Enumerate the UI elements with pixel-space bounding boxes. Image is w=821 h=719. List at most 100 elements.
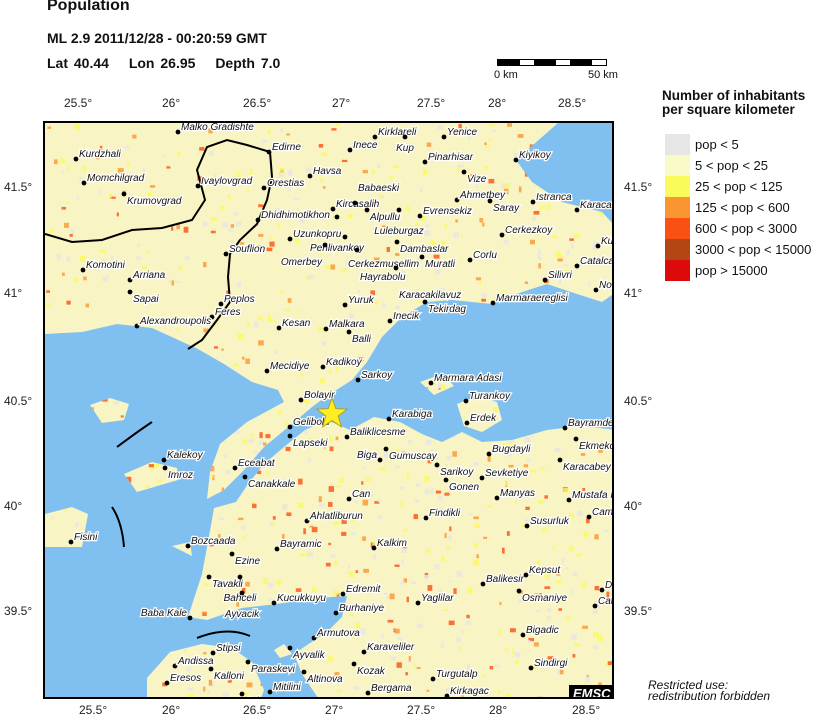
population-cell <box>381 633 384 639</box>
population-cell <box>437 260 444 264</box>
population-cell <box>137 243 140 247</box>
city-label: Havsa <box>313 166 342 177</box>
population-cell <box>558 279 562 284</box>
population-cell <box>504 481 508 486</box>
population-cell <box>606 591 610 598</box>
population-cell <box>231 242 236 248</box>
city-marker: Karabiga <box>386 408 434 422</box>
population-cell <box>330 264 336 270</box>
city-dot <box>467 257 473 263</box>
population-cell <box>359 184 365 189</box>
population-cell <box>418 299 422 303</box>
population-cell <box>268 319 275 322</box>
population-cell <box>574 643 581 647</box>
population-cell <box>528 639 531 644</box>
population-cell <box>175 280 181 283</box>
city-marker: Silivri <box>542 269 574 283</box>
population-cell <box>241 536 246 539</box>
city-dot <box>351 661 357 667</box>
city-dot <box>592 603 598 609</box>
population-cell <box>376 164 381 169</box>
city-dot <box>322 242 328 248</box>
population-cell <box>66 300 71 305</box>
population-cell <box>479 217 484 223</box>
city-label: Ahlatliburun <box>309 511 363 522</box>
population-cell <box>361 481 364 485</box>
city-dot <box>586 514 592 520</box>
population-cell <box>559 669 564 675</box>
city-dot <box>242 474 248 480</box>
population-cell <box>349 313 355 319</box>
population-cell <box>394 628 400 634</box>
city-label: Burhaniye <box>339 603 384 614</box>
population-cell <box>475 184 479 188</box>
city-marker: Bayramdere <box>562 417 612 431</box>
city-label: Kesan <box>282 318 311 329</box>
population-cell <box>405 672 408 676</box>
city-label: Balikesir <box>486 574 524 585</box>
city-marker: Babaeski <box>352 182 401 206</box>
city-dot <box>121 191 127 197</box>
population-cell <box>425 548 431 553</box>
city-label: Turankoy <box>469 391 511 402</box>
population-cell <box>64 507 67 511</box>
city-label: Gumuscay <box>389 451 438 462</box>
city-marker: Yenice <box>441 126 479 140</box>
city-dot <box>298 397 304 403</box>
population-cell <box>406 473 410 480</box>
city-label: Hayrabolu <box>360 272 406 283</box>
population-cell <box>378 218 385 222</box>
population-cell <box>335 436 339 441</box>
population-cell <box>508 437 515 444</box>
population-cell <box>208 679 213 686</box>
depth: Depth 7.0 <box>215 55 281 71</box>
city-marker: Bigadic <box>520 624 560 638</box>
population-map[interactable]: Malko Gradishte Kurdzhali Momchilgrad Krumo… <box>43 121 614 699</box>
population-cell <box>56 253 61 260</box>
city-marker: Yaglilar <box>415 592 456 606</box>
city-label: Ivaylovgrad <box>201 176 253 187</box>
city-label: Inecik <box>393 311 420 322</box>
population-cell <box>434 564 440 570</box>
city-dot <box>276 325 282 331</box>
city-marker: Baliklicesme <box>344 426 407 440</box>
city-label: Bozcaada <box>191 536 236 547</box>
city-dot <box>377 457 383 463</box>
city-marker: Canakkale <box>242 474 297 491</box>
population-cell <box>116 212 119 217</box>
population-cell <box>203 652 207 655</box>
population-cell <box>378 262 382 267</box>
lat-tick-right: 41.5° <box>624 180 653 194</box>
lon-tick-top: 27° <box>332 96 351 110</box>
population-cell <box>166 166 171 169</box>
city-label: Susurluk <box>530 516 570 527</box>
population-cell <box>581 582 587 588</box>
population-cell <box>45 302 51 306</box>
population-cell <box>393 165 399 169</box>
city-label: Catalca <box>580 256 614 267</box>
city-label: Eresos <box>170 673 201 684</box>
city-marker: Kucukkuyu <box>271 592 328 606</box>
city-label: Ahmetbey <box>459 190 506 201</box>
city-label: Alexandroupolis <box>139 316 211 327</box>
city-marker: Bahceli <box>222 574 258 605</box>
population-cell <box>347 571 354 574</box>
legend-swatch <box>665 239 690 260</box>
population-cell <box>429 248 434 254</box>
population-cell <box>355 570 359 573</box>
city-dot <box>361 649 367 655</box>
city-label: Arriana <box>132 270 166 281</box>
border-greece-turkey <box>187 151 274 350</box>
population-cell <box>82 166 87 172</box>
city-marker: Komotini <box>80 259 127 273</box>
city-dot <box>73 156 79 162</box>
population-cell <box>563 264 569 267</box>
population-cell <box>565 616 571 621</box>
population-cell <box>539 205 545 210</box>
population-cell <box>213 173 216 178</box>
population-cell <box>323 446 327 449</box>
population-cell <box>363 466 366 470</box>
event-magnitude-time: ML 2.9 2011/12/28 - 00:20:59 GMT <box>47 30 267 46</box>
population-cell <box>409 660 412 663</box>
city-marker: Eresos <box>164 672 202 686</box>
